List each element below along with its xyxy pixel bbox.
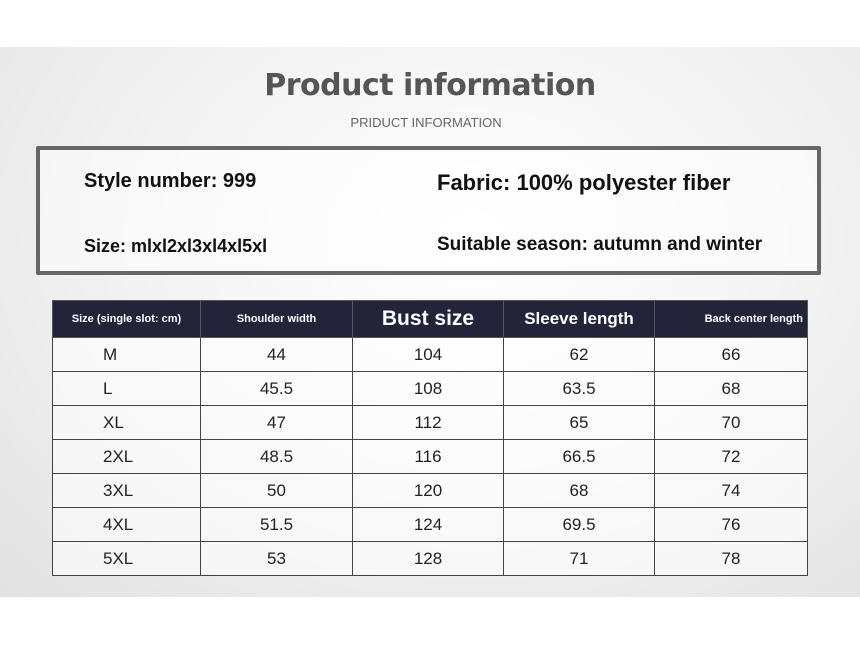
- cell-bust-size: 124: [352, 507, 504, 542]
- table-row: 2XL 48.5 116 66.5 72: [52, 439, 808, 474]
- header-size: Size (single slot: cm): [52, 300, 201, 338]
- table-row: 4XL 51.5 124 69.5 76: [52, 507, 808, 542]
- cell-back-center-length: 72: [654, 439, 808, 474]
- cell-shoulder-width: 50: [200, 473, 353, 508]
- cell-shoulder-width: 48.5: [200, 439, 353, 474]
- cell-shoulder-width: 44: [200, 337, 353, 372]
- cell-sleeve-length: 63.5: [503, 371, 655, 406]
- cell-size: M: [52, 337, 201, 372]
- cell-sleeve-length: 65: [503, 405, 655, 440]
- cell-bust-size: 108: [352, 371, 504, 406]
- table-row: M 44 104 62 66: [52, 337, 808, 372]
- cell-bust-size: 112: [352, 405, 504, 440]
- cell-sleeve-length: 71: [503, 541, 655, 576]
- page-subtitle: PRIDUCT INFORMATION: [350, 115, 502, 130]
- header-back-center: Back center length: [654, 300, 808, 338]
- cell-shoulder-width: 53: [200, 541, 353, 576]
- cell-sleeve-length: 62: [503, 337, 655, 372]
- page-title: Product information: [264, 68, 596, 103]
- table-header-row: Size (single slot: cm) Shoulder width Bu…: [52, 300, 808, 338]
- cell-back-center-length: 76: [654, 507, 808, 542]
- cell-size: 5XL: [52, 541, 201, 576]
- cell-size: 2XL: [52, 439, 201, 474]
- cell-back-center-length: 74: [654, 473, 808, 508]
- cell-size: L: [52, 371, 201, 406]
- cell-size: 3XL: [52, 473, 201, 508]
- size-table: Size (single slot: cm) Shoulder width Bu…: [52, 300, 808, 576]
- cell-back-center-length: 68: [654, 371, 808, 406]
- cell-sleeve-length: 69.5: [503, 507, 655, 542]
- table-row: 5XL 53 128 71 78: [52, 541, 808, 576]
- cell-bust-size: 104: [352, 337, 504, 372]
- cell-sleeve-length: 68: [503, 473, 655, 508]
- cell-bust-size: 120: [352, 473, 504, 508]
- fabric: Fabric: 100% polyester fiber: [437, 170, 731, 195]
- season: Suitable season: autumn and winter: [437, 234, 763, 255]
- header-bust: Bust size: [352, 300, 504, 338]
- cell-bust-size: 116: [352, 439, 504, 474]
- style-number: Style number: 999: [84, 170, 257, 192]
- size-list: Size: mlxl2xl3xl4xl5xl: [84, 236, 268, 256]
- cell-back-center-length: 66: [654, 337, 808, 372]
- cell-back-center-length: 70: [654, 405, 808, 440]
- table-row: XL 47 112 65 70: [52, 405, 808, 440]
- cell-sleeve-length: 66.5: [503, 439, 655, 474]
- cell-back-center-length: 78: [654, 541, 808, 576]
- table-row: L 45.5 108 63.5 68: [52, 371, 808, 406]
- cell-bust-size: 128: [352, 541, 504, 576]
- cell-shoulder-width: 45.5: [200, 371, 353, 406]
- cell-shoulder-width: 51.5: [200, 507, 353, 542]
- cell-size: XL: [52, 405, 201, 440]
- header-shoulder: Shoulder width: [200, 300, 353, 338]
- header-sleeve: Sleeve length: [503, 300, 655, 338]
- info-box: Style number: 999 Fabric: 100% polyester…: [36, 146, 821, 275]
- cell-size: 4XL: [52, 507, 201, 542]
- table-row: 3XL 50 120 68 74: [52, 473, 808, 508]
- cell-shoulder-width: 47: [200, 405, 353, 440]
